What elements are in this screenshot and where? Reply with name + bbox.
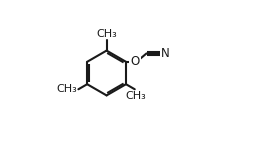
Text: CH₃: CH₃: [56, 84, 77, 94]
Text: CH₃: CH₃: [125, 91, 146, 101]
Text: CH₃: CH₃: [96, 29, 117, 39]
Text: N: N: [161, 47, 169, 60]
Text: O: O: [130, 55, 139, 68]
